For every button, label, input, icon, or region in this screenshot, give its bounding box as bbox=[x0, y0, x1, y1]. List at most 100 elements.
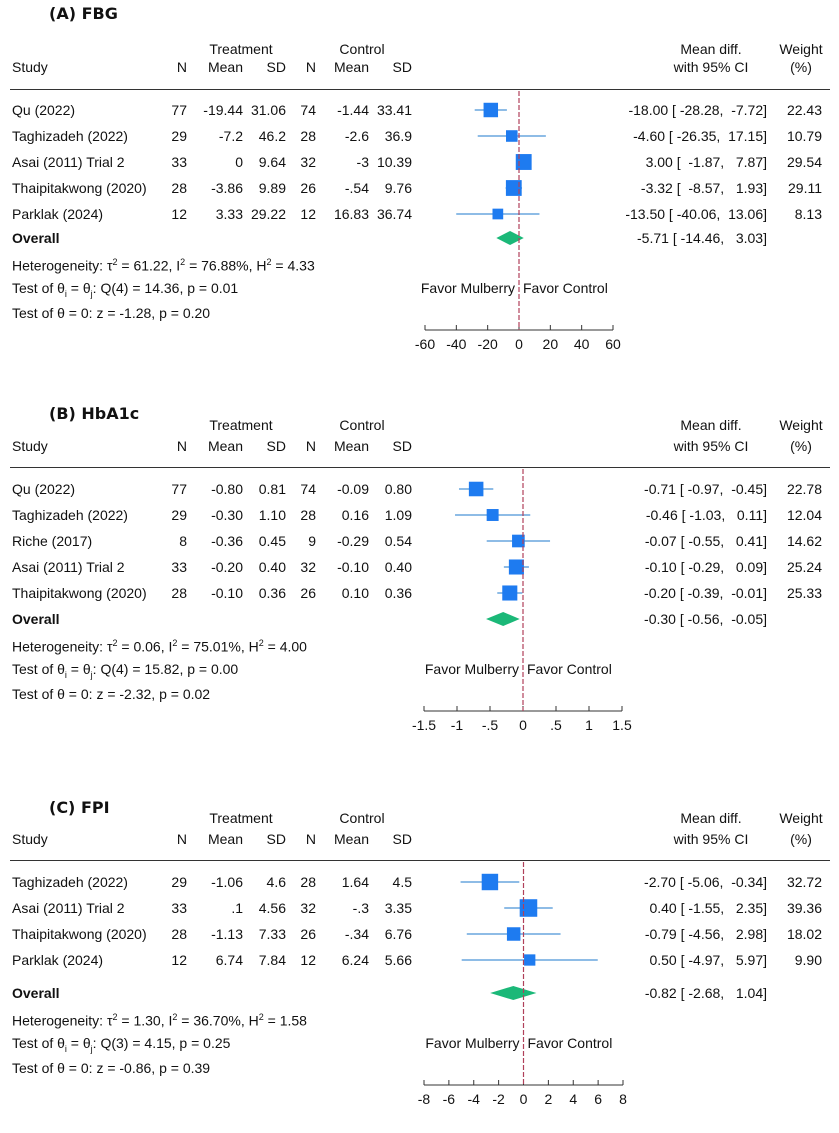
treatment-sd: 7.84 bbox=[258, 952, 286, 968]
x-tick-label: 60 bbox=[605, 336, 621, 352]
control-mean: -.34 bbox=[344, 926, 369, 942]
header-control-group: Control bbox=[339, 41, 385, 57]
homog-part: = θ bbox=[66, 1035, 91, 1051]
x-tick-label: 1.5 bbox=[612, 717, 632, 733]
favor-left-label: Favor Mulberry bbox=[424, 661, 519, 677]
x-tick-label: 2 bbox=[544, 1091, 553, 1107]
header-effect-line1: Mean diff. bbox=[680, 41, 742, 57]
control-n: 74 bbox=[300, 481, 316, 497]
panel-title: (A) FBG bbox=[49, 4, 118, 23]
x-tick-label: -20 bbox=[477, 336, 498, 352]
effect-ci-text: -0.20 [ -0.39, -0.01] bbox=[644, 585, 767, 601]
favor-left-label: Favor Mulberry bbox=[425, 1035, 520, 1051]
superscript-2: 2 bbox=[172, 1012, 178, 1022]
weight-text: 14.62 bbox=[786, 533, 822, 549]
study-name: Taghizadeh (2022) bbox=[12, 128, 128, 144]
header-study: Study bbox=[12, 59, 48, 75]
x-tick-label: -1 bbox=[450, 717, 464, 733]
header-treatment-sd: SD bbox=[266, 438, 286, 454]
weight-text: 25.33 bbox=[786, 585, 822, 601]
study-name: Parklak (2024) bbox=[12, 952, 104, 968]
control-sd: 33.41 bbox=[376, 102, 412, 118]
homog-part: : Q(4) = 15.82, p = 0.00 bbox=[92, 661, 239, 677]
header-treatment-group: Treatment bbox=[209, 417, 273, 433]
control-sd: 0.36 bbox=[384, 585, 412, 601]
treatment-sd: 0.81 bbox=[258, 481, 286, 497]
treatment-n: 8 bbox=[179, 533, 187, 549]
control-n: 28 bbox=[300, 507, 316, 523]
header-treatment-mean: Mean bbox=[207, 59, 243, 75]
x-tick-label: -40 bbox=[446, 336, 467, 352]
effect-square bbox=[519, 899, 538, 917]
x-tick-label: 40 bbox=[573, 336, 590, 352]
study-name: Thaipitakwong (2020) bbox=[12, 585, 147, 601]
effect-square bbox=[512, 534, 525, 548]
homogeneity-test-text: Test of θi = θj: Q(4) = 14.36, p = 0.01 bbox=[12, 280, 238, 302]
control-sd: 4.5 bbox=[392, 874, 412, 890]
header-treatment-group: Treatment bbox=[209, 41, 273, 57]
control-mean: 0.10 bbox=[341, 585, 369, 601]
header-divider bbox=[10, 467, 830, 468]
overall-label: Overall bbox=[12, 230, 60, 246]
zero-effect-test-text: Test of θ = 0: z = -0.86, p = 0.39 bbox=[12, 1060, 211, 1076]
study-name: Thaipitakwong (2020) bbox=[12, 180, 147, 196]
control-mean: -0.10 bbox=[337, 559, 369, 575]
weight-text: 10.79 bbox=[786, 128, 822, 144]
control-n: 12 bbox=[300, 206, 316, 222]
header-weight-line2: (%) bbox=[790, 831, 812, 847]
panel-title: (C) FPI bbox=[49, 798, 110, 817]
header-weight-line2: (%) bbox=[790, 438, 812, 454]
study-name: Parklak (2024) bbox=[12, 206, 104, 222]
effect-square bbox=[492, 208, 504, 220]
treatment-sd: 0.36 bbox=[258, 585, 286, 601]
homog-part: Test of θ bbox=[12, 1035, 65, 1051]
control-sd: 1.09 bbox=[384, 507, 412, 523]
heterogeneity-part: = 0.06, I bbox=[117, 638, 173, 655]
effect-square bbox=[481, 873, 499, 891]
effect-square bbox=[506, 927, 521, 941]
control-mean: -1.44 bbox=[337, 102, 369, 118]
homog-part: = θ bbox=[66, 280, 91, 296]
weight-text: 12.04 bbox=[786, 507, 822, 523]
treatment-mean: .1 bbox=[231, 900, 243, 916]
treatment-sd: 4.56 bbox=[258, 900, 286, 916]
treatment-mean: -0.20 bbox=[211, 559, 243, 575]
header-effect-line2: with 95% CI bbox=[673, 59, 749, 75]
control-sd: 36.9 bbox=[384, 128, 412, 144]
homog-part: : Q(3) = 4.15, p = 0.25 bbox=[92, 1035, 231, 1051]
study-name: Thaipitakwong (2020) bbox=[12, 926, 147, 942]
weight-text: 29.54 bbox=[786, 154, 822, 170]
effect-ci-text: 0.40 [ -1.55, 2.35] bbox=[649, 900, 767, 916]
homogeneity-test-text: Test of θi = θj: Q(3) = 4.15, p = 0.25 bbox=[12, 1035, 230, 1057]
header-control-mean: Mean bbox=[333, 831, 369, 847]
study-name: Qu (2022) bbox=[12, 481, 76, 497]
x-tick-label: 0 bbox=[519, 1091, 528, 1107]
weight-text: 18.02 bbox=[786, 926, 822, 942]
weight-text: 9.90 bbox=[794, 952, 822, 968]
header-treatment-mean: Mean bbox=[207, 438, 243, 454]
heterogeneity-part: = 75.01%, H bbox=[177, 638, 259, 655]
header-control-group: Control bbox=[339, 417, 385, 433]
control-n: 26 bbox=[300, 585, 316, 601]
header-control-sd: SD bbox=[392, 438, 412, 454]
x-tick-label: 0 bbox=[515, 336, 523, 352]
treatment-mean: -1.06 bbox=[211, 874, 243, 890]
header-control-group: Control bbox=[339, 810, 385, 826]
heterogeneity-part: Heterogeneity: τ bbox=[12, 257, 113, 274]
heterogeneity-part: = 1.30, I bbox=[117, 1012, 173, 1029]
subscript-i: i bbox=[64, 288, 67, 299]
superscript-2: 2 bbox=[112, 257, 118, 267]
heterogeneity-part: = 4.33 bbox=[271, 257, 315, 274]
weight-text: 22.43 bbox=[786, 102, 822, 118]
homogeneity-test-text: Test of θi = θj: Q(4) = 15.82, p = 0.00 bbox=[12, 661, 238, 683]
treatment-n: 33 bbox=[171, 154, 187, 170]
control-mean: -0.09 bbox=[337, 481, 369, 497]
effect-square bbox=[486, 509, 499, 521]
treatment-n: 28 bbox=[171, 926, 187, 942]
treatment-sd: 0.45 bbox=[258, 533, 286, 549]
control-n: 32 bbox=[300, 559, 316, 575]
control-sd: 0.54 bbox=[384, 533, 412, 549]
superscript-2: 2 bbox=[112, 638, 118, 648]
header-control-mean: Mean bbox=[333, 59, 369, 75]
effect-square bbox=[483, 102, 499, 118]
